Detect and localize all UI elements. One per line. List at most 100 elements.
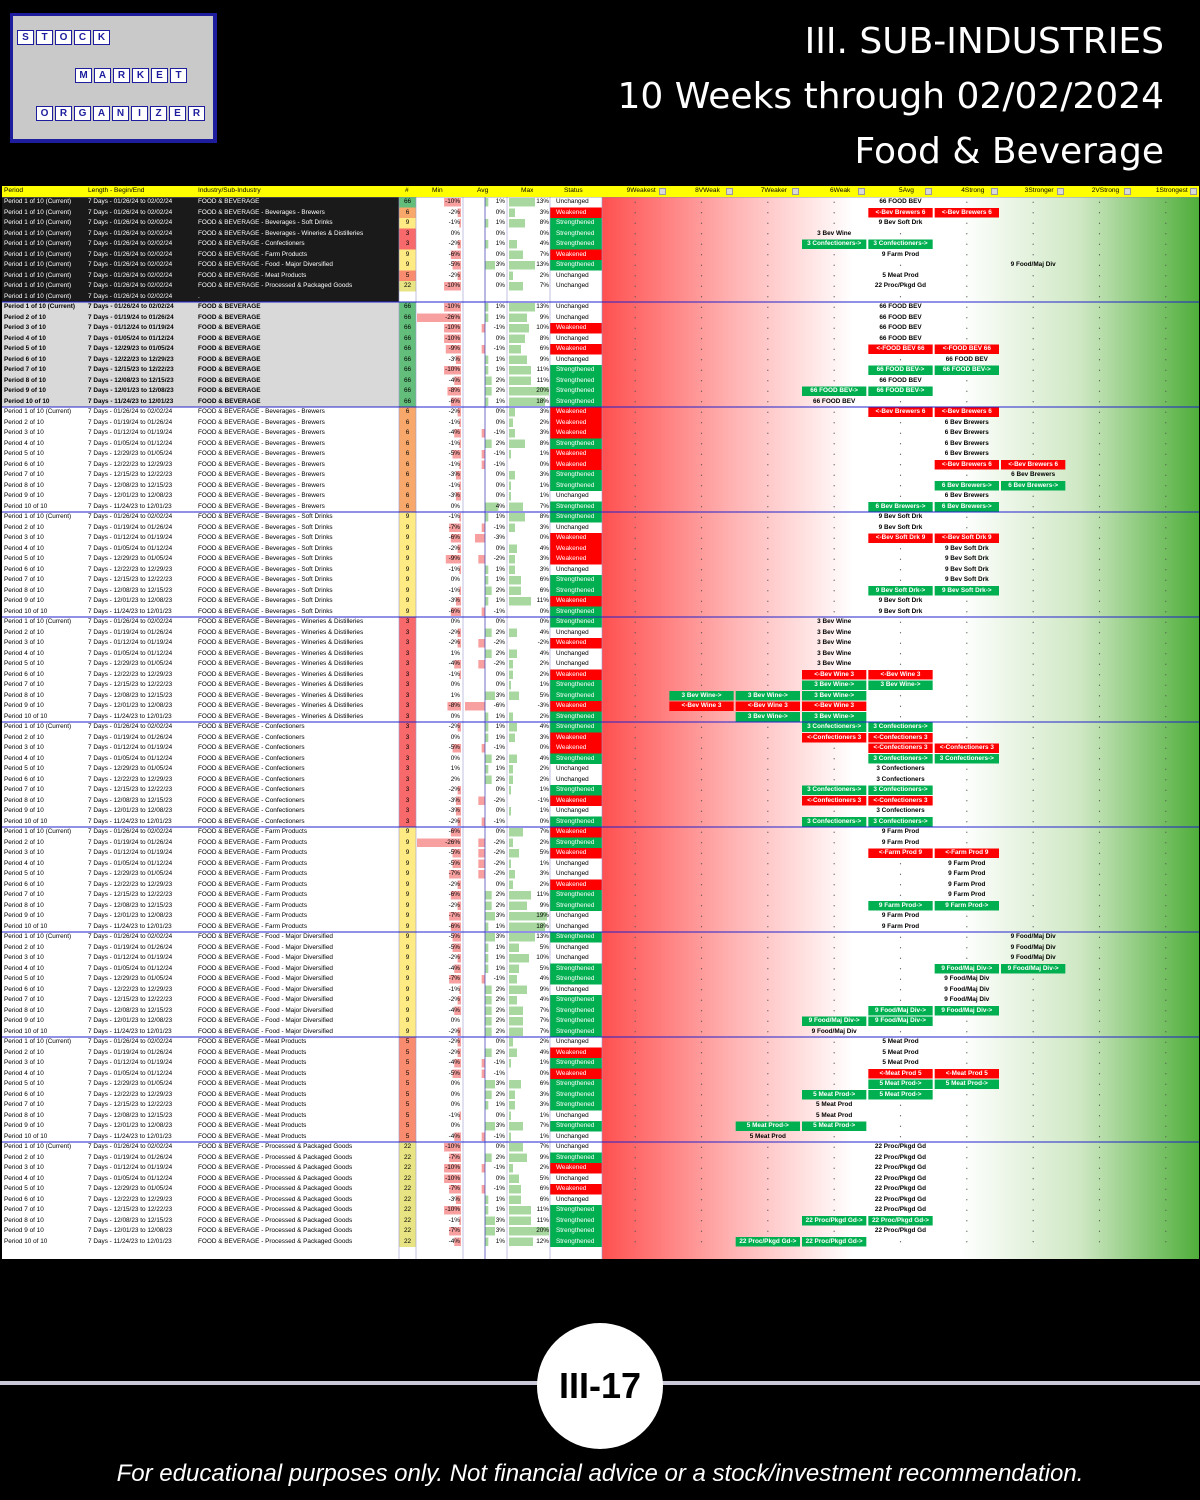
avg-value: 0%: [495, 418, 505, 426]
status-fill: [550, 365, 602, 376]
count-cell: [399, 302, 416, 313]
count-cell: [399, 533, 416, 544]
industry-cell: FOOD & BEVERAGE - Beverages - Soft Drink…: [198, 576, 333, 583]
column-header-tier-2[interactable]: 2VStrong: [1091, 187, 1120, 194]
min-value: -10%: [445, 366, 460, 373]
industry-cell: FOOD & BEVERAGE - Beverages - Brewers: [198, 429, 325, 436]
status-fill: [550, 323, 602, 334]
tier-label: 5 Meat Prod->: [879, 1080, 922, 1087]
min-bar: [447, 387, 461, 396]
column-header-tier-7[interactable]: 7Weaker: [760, 187, 787, 194]
column-header-status[interactable]: Status: [564, 187, 583, 194]
filter-dropdown-icon[interactable]: [924, 188, 932, 195]
avg-bar: [485, 1195, 489, 1204]
tier-label: 5 Meat Prod->: [813, 1122, 856, 1129]
tier-dot: [700, 968, 703, 970]
industry-cell: FOOD & BEVERAGE - Beverages - Brewers: [198, 460, 325, 468]
tier-label: 22 Proc/Pkgd Gd->: [805, 1216, 863, 1224]
tier-dot: [1032, 810, 1034, 812]
status-fill: [550, 575, 602, 586]
filter-dropdown-icon[interactable]: [858, 188, 866, 195]
tier-dot: [634, 600, 636, 602]
tier-dot: [1032, 254, 1034, 256]
max-bar: [509, 1153, 527, 1162]
tier-dot: [1032, 537, 1034, 539]
column-header-tier-3[interactable]: 3Stronger: [1024, 187, 1054, 194]
filter-dropdown-icon[interactable]: [1123, 188, 1131, 195]
count-cell: [399, 260, 416, 271]
avg-bar: [478, 555, 485, 564]
period-cell: Period 8 of 10: [4, 901, 44, 909]
tier-dot: [1032, 800, 1034, 802]
filter-dropdown-icon[interactable]: [792, 188, 799, 195]
filter-dropdown-icon[interactable]: [725, 188, 733, 195]
tier-dot: [1165, 243, 1167, 245]
status-fill: [550, 669, 602, 680]
count-value: 6: [405, 418, 410, 426]
column-header-avg[interactable]: Avg: [477, 187, 489, 194]
industry-cell: FOOD & BEVERAGE - Confectioners: [198, 754, 305, 762]
max-bar: [509, 712, 513, 721]
status-badge: Strengthened: [556, 502, 595, 510]
min-bar: [459, 460, 461, 469]
tier-dot: [767, 1020, 769, 1022]
min-value: 0%: [450, 1122, 460, 1129]
max-value: 11%: [536, 366, 549, 373]
column-header-tier-4[interactable]: 4Strong: [961, 187, 985, 194]
count-value: 66: [403, 366, 412, 373]
tier-dot: [966, 632, 968, 634]
period-cell: Period 7 of 10: [4, 996, 44, 1003]
status-badge: Strengthened: [556, 933, 595, 940]
avg-bar: [485, 513, 489, 522]
tier-dot: [700, 1073, 703, 1075]
status-fill: [550, 722, 602, 733]
tier-dot: [700, 212, 703, 214]
avg-bar: [485, 954, 489, 963]
column-header-tier-1[interactable]: 1Strongest: [1155, 187, 1188, 194]
tier-dot: [700, 495, 703, 497]
tier-dot: [1165, 684, 1167, 686]
period-cell: Period 1 of 10 (Current): [4, 261, 72, 268]
column-header-length[interactable]: Length - Begin/End: [88, 187, 145, 194]
logo-letter: T: [36, 30, 53, 45]
column-header-tier-9[interactable]: 9Weakest: [626, 187, 656, 194]
filter-dropdown-icon[interactable]: [1190, 188, 1197, 195]
logo-letter: O: [55, 30, 72, 45]
filter-dropdown-icon[interactable]: [659, 188, 667, 195]
tier-dot: [1165, 432, 1167, 434]
tier-highlight: [934, 208, 999, 218]
min-bar: [450, 607, 461, 616]
tier-dot: [899, 1115, 902, 1117]
count-value: 5: [405, 271, 410, 279]
min-bar: [450, 397, 461, 406]
industry-cell: FOOD & BEVERAGE - Food - Major Diversifi…: [198, 933, 333, 940]
filter-dropdown-icon[interactable]: [991, 188, 998, 195]
length-cell: 7 Days - 01/12/24 to 01/19/24: [88, 954, 173, 961]
column-header-max[interactable]: Max: [521, 187, 534, 194]
tier-dot: [1032, 684, 1034, 686]
column-header-tier-5[interactable]: 5Avg: [899, 187, 914, 194]
filter-dropdown-icon[interactable]: [1057, 188, 1065, 195]
period-cell: Period 2 of 10: [4, 418, 44, 426]
max-value: 11%: [536, 376, 549, 384]
column-header-min[interactable]: Min: [432, 187, 443, 194]
avg-value: 0%: [495, 670, 505, 678]
tier-dot: [700, 222, 703, 224]
column-header-count[interactable]: #: [405, 187, 409, 194]
column-header-industry[interactable]: Industry/Sub-Industry: [198, 187, 261, 194]
tier-dot: [634, 1083, 636, 1085]
period-cell: Period 4 of 10: [4, 334, 46, 342]
tier-dot: [833, 1073, 835, 1075]
length-cell: 7 Days - 01/19/24 to 01/26/24: [88, 418, 173, 426]
industry-cell: FOOD & BEVERAGE - Food - Major Diversifi…: [198, 943, 333, 951]
column-header-tier-6[interactable]: 6Weak: [829, 187, 851, 194]
avg-bar: [485, 775, 492, 784]
tier-dot: [767, 422, 769, 424]
avg-bar: [485, 576, 489, 585]
column-header-tier-8[interactable]: 8VWeak: [695, 187, 720, 194]
column-header-period[interactable]: Period: [4, 187, 24, 194]
length-cell: 7 Days - 12/22/23 to 12/29/23: [88, 355, 174, 363]
count-cell: [399, 764, 416, 775]
logo-letter: E: [169, 106, 186, 121]
count-value: 9: [405, 922, 410, 930]
